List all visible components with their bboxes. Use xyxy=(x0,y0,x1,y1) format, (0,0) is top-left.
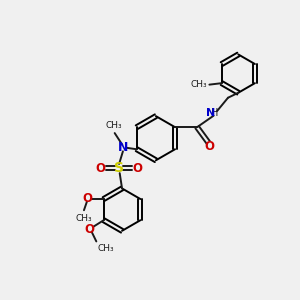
Text: N: N xyxy=(206,108,215,118)
Text: S: S xyxy=(114,161,124,176)
Text: O: O xyxy=(82,192,92,205)
Text: CH₃: CH₃ xyxy=(190,80,207,89)
Text: H: H xyxy=(211,108,218,118)
Text: O: O xyxy=(85,223,95,236)
Text: CH₃: CH₃ xyxy=(106,121,122,130)
Text: CH₃: CH₃ xyxy=(76,214,92,223)
Text: CH₃: CH₃ xyxy=(98,244,114,253)
Text: O: O xyxy=(205,140,215,152)
Text: O: O xyxy=(133,162,142,175)
Text: N: N xyxy=(118,141,129,154)
Text: O: O xyxy=(95,162,106,175)
